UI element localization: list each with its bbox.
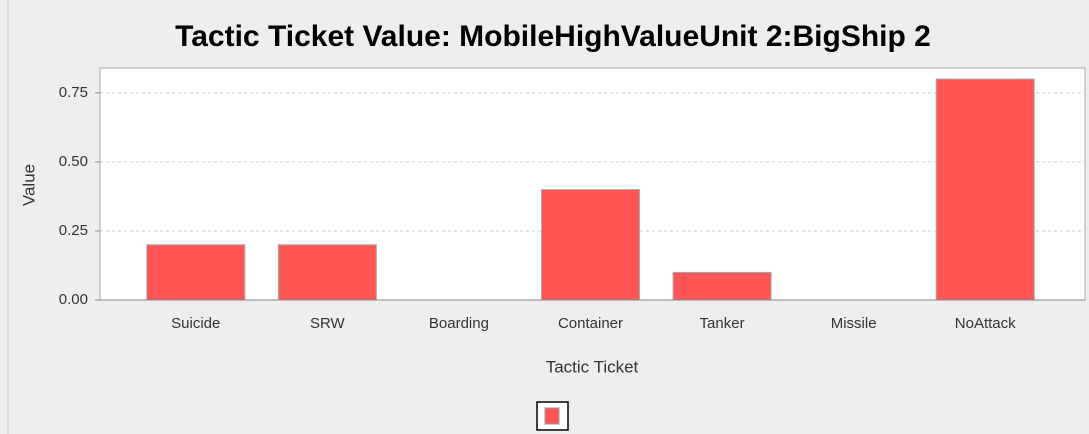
y-tick-label: 0.50 bbox=[59, 153, 88, 170]
y-tick-label: 0.00 bbox=[59, 291, 88, 308]
bar bbox=[146, 244, 246, 301]
x-tick-label: Boarding bbox=[429, 315, 489, 332]
x-axis-label: Tactic Ticket bbox=[546, 357, 639, 376]
y-tick-label: 0.75 bbox=[59, 84, 88, 101]
y-tick-label: 0.25 bbox=[59, 222, 88, 239]
bar bbox=[541, 189, 640, 301]
x-tick-label: Tanker bbox=[700, 315, 745, 332]
bar bbox=[672, 271, 772, 301]
bar bbox=[935, 78, 1035, 301]
bar bbox=[277, 244, 377, 301]
chart-title: Tactic Ticket Value: MobileHighValueUnit… bbox=[175, 20, 931, 53]
legend-swatch bbox=[544, 407, 560, 425]
x-tick-label: Container bbox=[558, 315, 623, 332]
x-tick-label: Missile bbox=[831, 315, 877, 332]
x-tick-label: Suicide bbox=[171, 315, 220, 332]
y-axis-label: Value bbox=[19, 164, 38, 206]
x-tick-label: SRW bbox=[310, 315, 346, 332]
x-tick-label: NoAttack bbox=[955, 315, 1016, 332]
